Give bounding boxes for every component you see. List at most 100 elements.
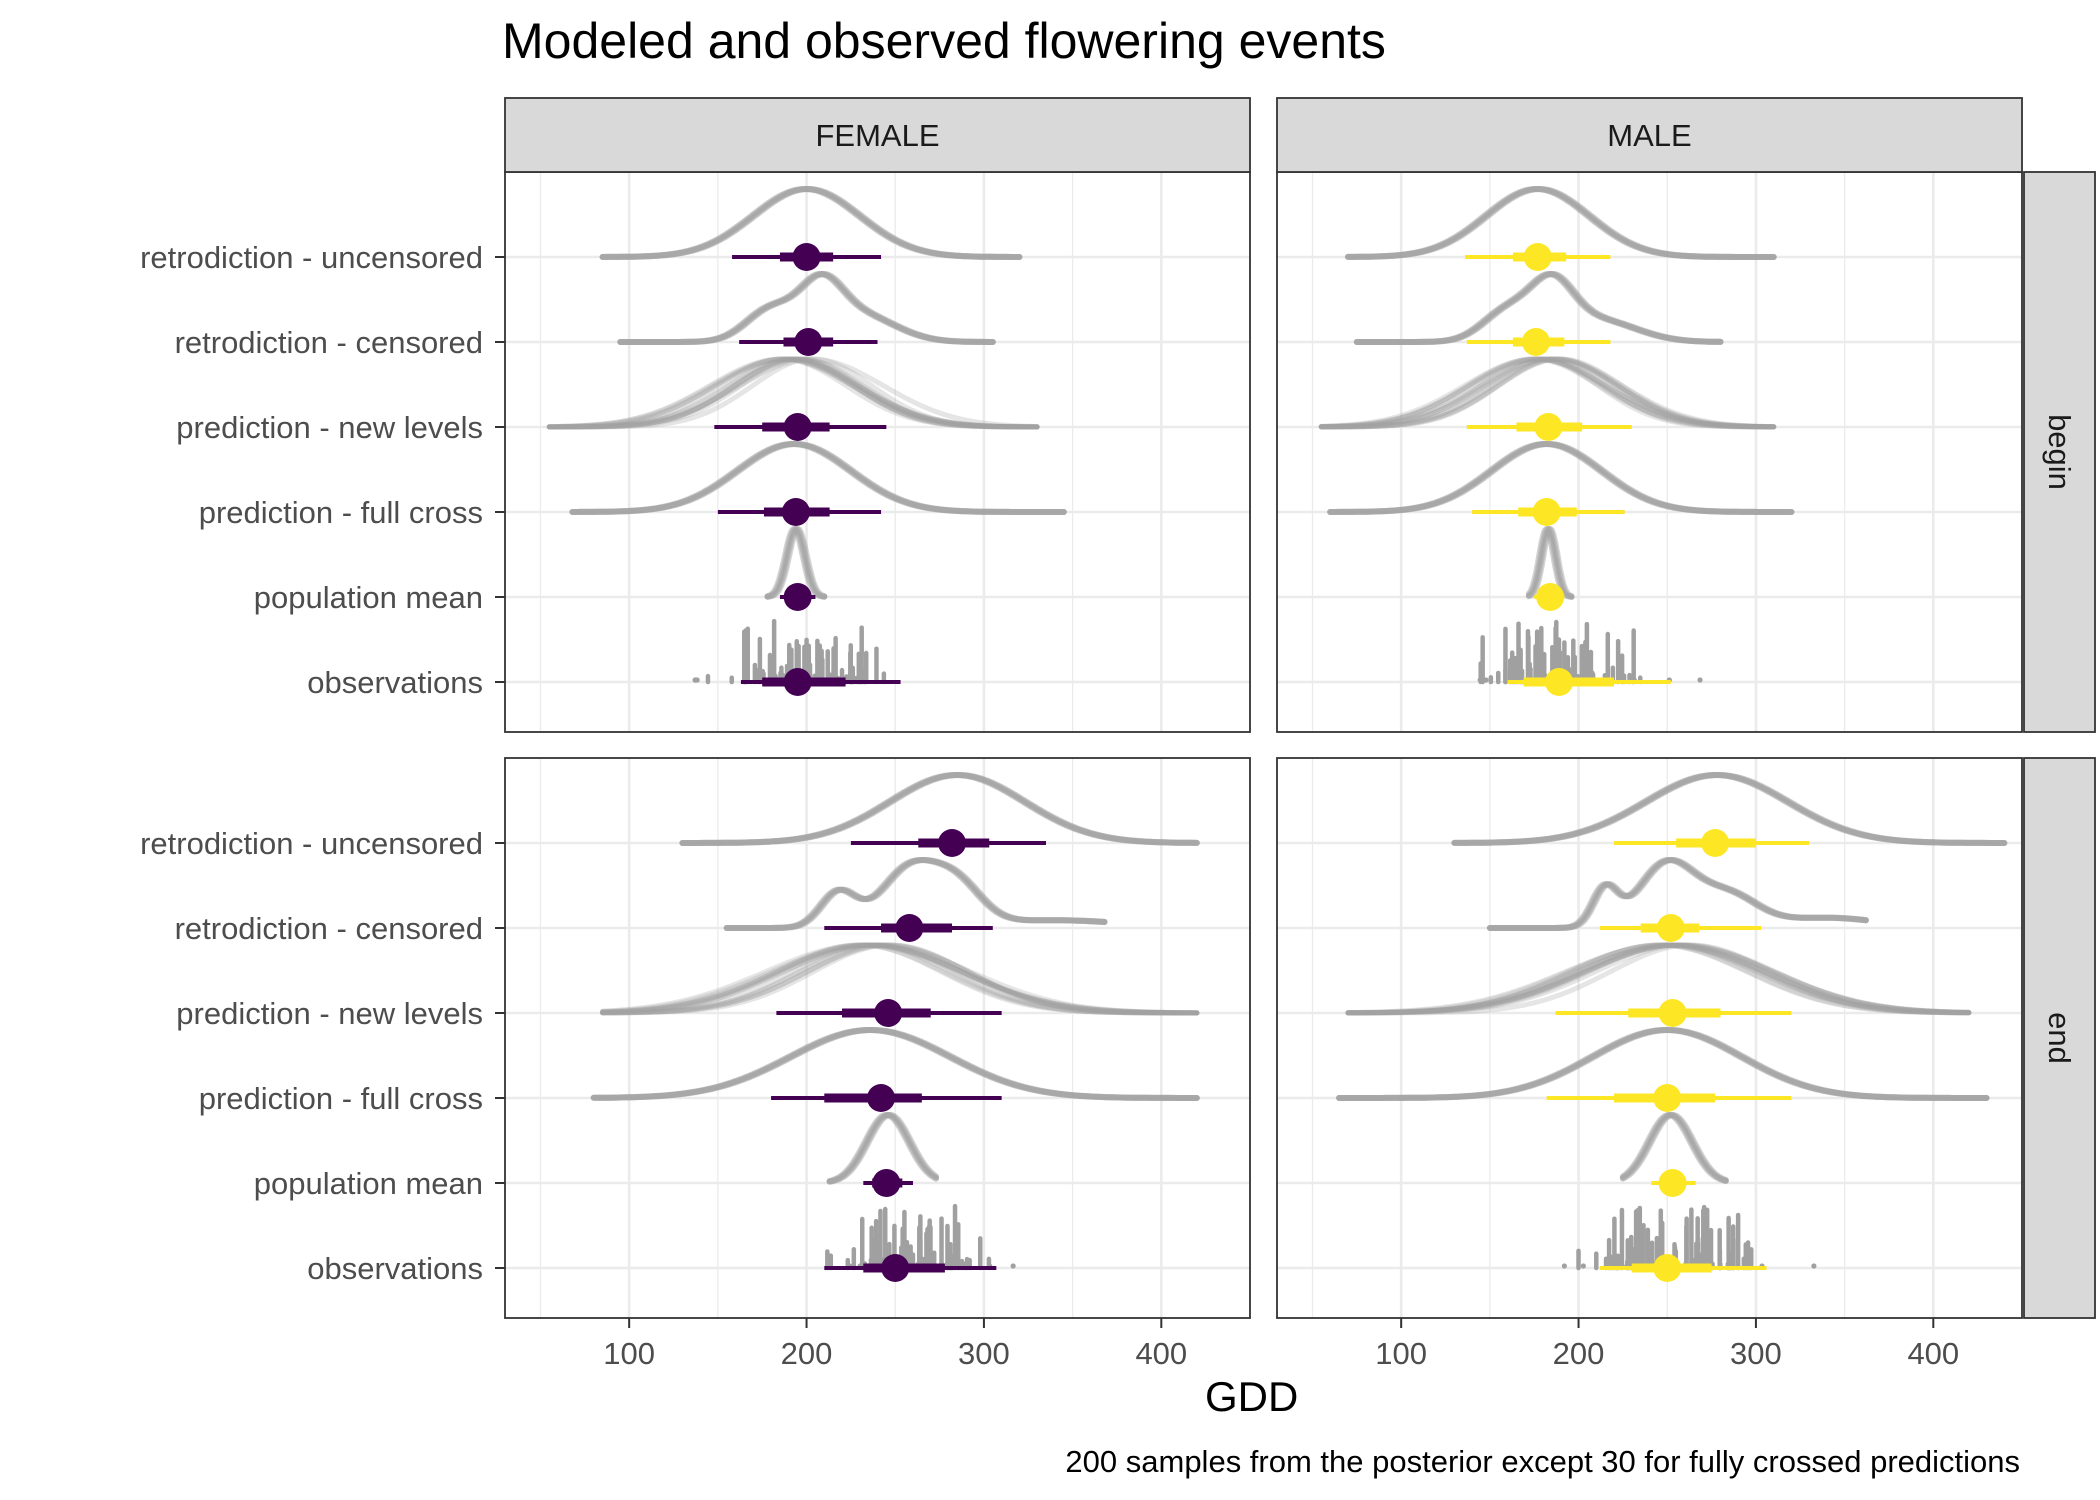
x-tick-label: 200 xyxy=(781,1336,833,1371)
y-tick-label: retrodiction - uncensored xyxy=(140,240,483,275)
x-tick-label: 100 xyxy=(603,1336,655,1371)
chart-title: Modeled and observed flowering events xyxy=(502,13,1386,69)
point-estimate xyxy=(792,243,821,271)
strip-label: end xyxy=(2042,1012,2077,1064)
density-curve xyxy=(590,1027,1200,1101)
density-curve xyxy=(617,271,996,345)
density-curve xyxy=(1345,942,1972,1016)
density-curve xyxy=(1451,772,2008,846)
halfeye-prediction-new-levels xyxy=(1345,942,1972,1027)
density-curve xyxy=(1345,942,1972,1016)
density-curve xyxy=(1327,441,1795,515)
point-estimate xyxy=(1656,914,1685,942)
point-estimate xyxy=(867,1084,896,1112)
density-curve xyxy=(1451,772,2008,846)
strip-background xyxy=(504,97,1251,173)
density-curve xyxy=(546,356,1040,430)
halfeye-population-mean xyxy=(1619,1112,1729,1197)
strip-background xyxy=(2023,757,2096,1319)
density-curve xyxy=(1318,356,1777,430)
density-curve xyxy=(1619,1112,1729,1185)
density-curve xyxy=(1345,186,1777,260)
density-curve xyxy=(1327,441,1795,515)
point-estimate xyxy=(1545,668,1574,696)
point-estimate xyxy=(895,914,924,942)
density-curve xyxy=(1525,526,1575,600)
facet-panel-female-end xyxy=(504,757,1251,1319)
strip-label: begin xyxy=(2042,414,2077,490)
density-curve xyxy=(600,942,1200,1016)
halfeye-population-mean xyxy=(764,526,828,611)
density-curve xyxy=(1451,772,2008,846)
density-curve xyxy=(600,942,1200,1016)
density-curve xyxy=(600,942,1200,1016)
density-curve xyxy=(590,1027,1200,1101)
point-estimate xyxy=(1523,243,1552,271)
halfeye-observations xyxy=(1477,619,1703,696)
density-curve xyxy=(764,526,828,600)
observation-dot xyxy=(694,677,700,683)
strip-background xyxy=(1276,97,2023,173)
halfeye-prediction-full-cross xyxy=(590,1027,1200,1112)
density-curve xyxy=(600,942,1200,1016)
density-curve xyxy=(590,1027,1200,1101)
density-curve xyxy=(1345,942,1972,1016)
halfeye-prediction-new-levels xyxy=(1318,356,1777,441)
density-curve xyxy=(1336,1027,1990,1101)
density-curve xyxy=(1318,356,1777,430)
density-curve xyxy=(1318,356,1777,430)
density-curve xyxy=(1318,356,1777,430)
density-curve xyxy=(764,526,828,600)
x-tick-label: 300 xyxy=(1730,1336,1782,1371)
strip-female: FEMALE xyxy=(504,97,1251,173)
density-curve xyxy=(600,942,1200,1016)
density-curve xyxy=(546,356,1040,430)
point-estimate xyxy=(1653,1084,1682,1112)
density-curve xyxy=(546,356,1040,430)
strip-label: MALE xyxy=(1607,118,1691,153)
density-curve xyxy=(1345,186,1777,260)
density-curve xyxy=(600,942,1200,1016)
halfeye-prediction-new-levels xyxy=(600,942,1200,1027)
density-curve xyxy=(546,356,1040,430)
density-curve xyxy=(1486,857,1869,931)
halfeye-retrodiction-uncensored xyxy=(1451,772,2008,857)
density-curve xyxy=(1525,526,1575,600)
point-estimate xyxy=(783,668,812,696)
density-curve xyxy=(590,1027,1200,1101)
density-curve xyxy=(1318,356,1777,430)
observation-dot xyxy=(1477,677,1483,683)
y-tick-label: observations xyxy=(307,1251,483,1286)
density-curve xyxy=(1345,942,1972,1016)
density-curve xyxy=(723,857,1108,931)
observation-dot xyxy=(1483,677,1489,683)
density-curve xyxy=(1345,942,1972,1016)
density-curve xyxy=(546,356,1040,430)
point-estimate xyxy=(1658,999,1687,1027)
density-curve xyxy=(569,441,1067,515)
density-curve xyxy=(1336,1027,1990,1101)
y-tick-label: retrodiction - censored xyxy=(175,325,483,360)
density-curve xyxy=(600,942,1200,1016)
density-curve xyxy=(569,441,1067,515)
density-curve xyxy=(599,186,1023,260)
point-estimate xyxy=(1701,829,1730,857)
density-curve xyxy=(600,942,1200,1016)
density-curve xyxy=(600,942,1200,1016)
strip-male: MALE xyxy=(1276,97,2023,173)
density-curve xyxy=(679,772,1200,846)
y-tick-label: population mean xyxy=(254,580,483,615)
density-curve xyxy=(1345,942,1972,1016)
x-axis-label: GDD xyxy=(1205,1373,1299,1420)
density-curve xyxy=(546,356,1040,430)
point-estimate xyxy=(794,328,823,356)
density-curve xyxy=(600,942,1200,1016)
density-curve xyxy=(1525,526,1575,600)
density-curve xyxy=(1318,356,1777,430)
halfeye-population-mean xyxy=(826,1112,939,1197)
density-curve xyxy=(1353,271,1724,345)
halfeye-prediction-full-cross xyxy=(1327,441,1795,526)
x-tick-label: 100 xyxy=(1375,1336,1427,1371)
strip-begin: begin xyxy=(2023,171,2096,733)
